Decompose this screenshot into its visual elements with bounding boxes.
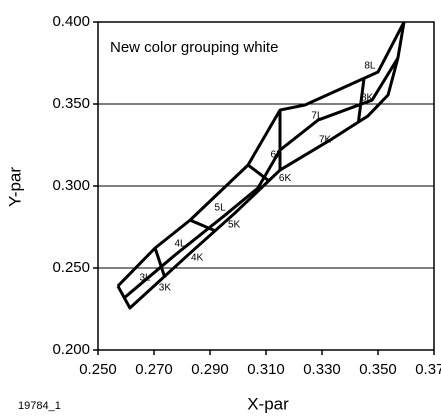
bin-label: 3K bbox=[159, 283, 172, 294]
bin-label: 7K bbox=[319, 135, 332, 146]
y-tick-label: 0.350 bbox=[52, 95, 90, 112]
bin-label: 6L bbox=[271, 150, 283, 161]
bin-label: 8L bbox=[364, 61, 376, 72]
bin-boundary bbox=[153, 247, 167, 279]
x-tick-label: 0.290 bbox=[191, 361, 229, 378]
y-axis-label: Y-par bbox=[5, 167, 24, 207]
x-tick-label: 0.310 bbox=[247, 361, 285, 378]
plot-frame bbox=[97, 21, 435, 351]
x-tick-label: 0.250 bbox=[79, 361, 117, 378]
bin-label: 3L bbox=[139, 273, 151, 284]
x-tick-label: 0.350 bbox=[359, 361, 397, 378]
bin-boundary bbox=[356, 78, 366, 123]
y-tick-label: 0.200 bbox=[52, 341, 90, 358]
x-tick-label: 0.330 bbox=[303, 361, 341, 378]
bin-label: 5K bbox=[228, 220, 241, 231]
bin-label: 5L bbox=[215, 203, 227, 214]
chart-title: New color grouping white bbox=[110, 39, 278, 56]
bin-boundary bbox=[247, 163, 270, 182]
y-tick-label: 0.250 bbox=[52, 259, 90, 276]
annotation: 19784_1 bbox=[18, 400, 61, 412]
bin-label: 4L bbox=[174, 239, 186, 250]
bin-boundary bbox=[123, 57, 400, 300]
y-tick-label: 0.300 bbox=[52, 177, 90, 194]
y-tick-label: 0.400 bbox=[52, 13, 90, 30]
bin-label: 6K bbox=[279, 173, 292, 184]
bin-boundary bbox=[116, 21, 406, 288]
x-axis-label: X-par bbox=[247, 394, 289, 413]
bin-boundary bbox=[116, 21, 406, 310]
x-tick-label: 0.370 bbox=[415, 361, 441, 378]
x-tick-label: 0.270 bbox=[135, 361, 173, 378]
bin-label: 8K bbox=[361, 93, 374, 104]
bin-label: 4K bbox=[191, 253, 204, 264]
bin-boundary bbox=[189, 218, 216, 233]
bin-label: 7L bbox=[311, 111, 323, 122]
